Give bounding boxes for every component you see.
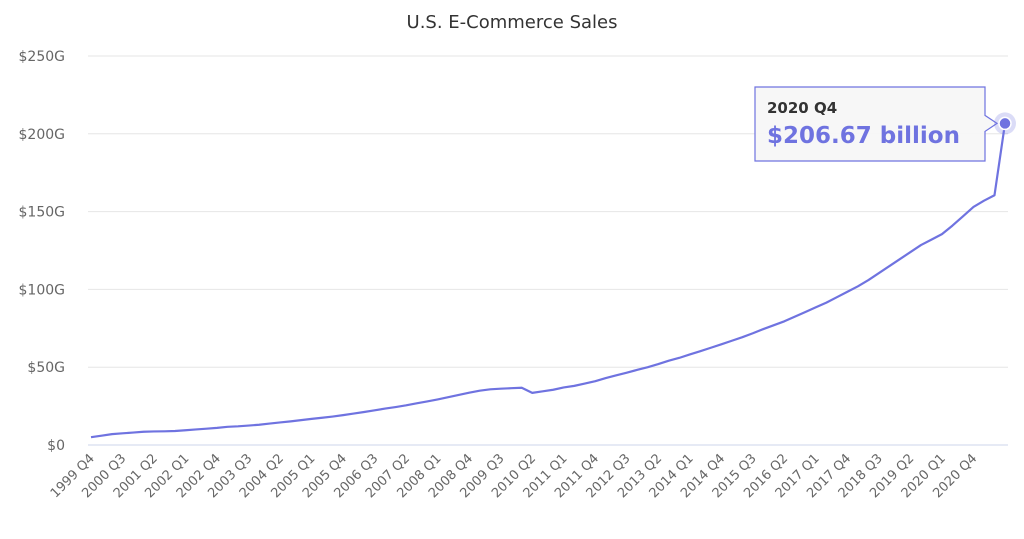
y-tick-label: $50G — [27, 360, 65, 376]
series-line — [90, 123, 1007, 439]
marker-layer — [994, 112, 1016, 135]
chart-title: U.S. E-Commerce Sales — [407, 12, 618, 33]
y-axis-ticks: $0 $50G $100G $150G $200G $250G — [19, 49, 65, 454]
y-tick-label: $100G — [19, 282, 65, 298]
highlighted-point[interactable] — [998, 116, 1012, 131]
tooltip-label: 2020 Q4 — [767, 99, 837, 117]
y-tick-label: $250G — [19, 49, 65, 65]
y-tick-label: $0 — [47, 438, 65, 454]
series-layer — [90, 123, 1007, 439]
tooltip-box — [754, 86, 999, 162]
tooltip: 2020 Q4 $206.67 billion — [754, 86, 999, 162]
y-tick-label: $150G — [19, 205, 65, 221]
y-tick-label: $200G — [19, 127, 65, 143]
tooltip-value: $206.67 billion — [767, 123, 960, 149]
